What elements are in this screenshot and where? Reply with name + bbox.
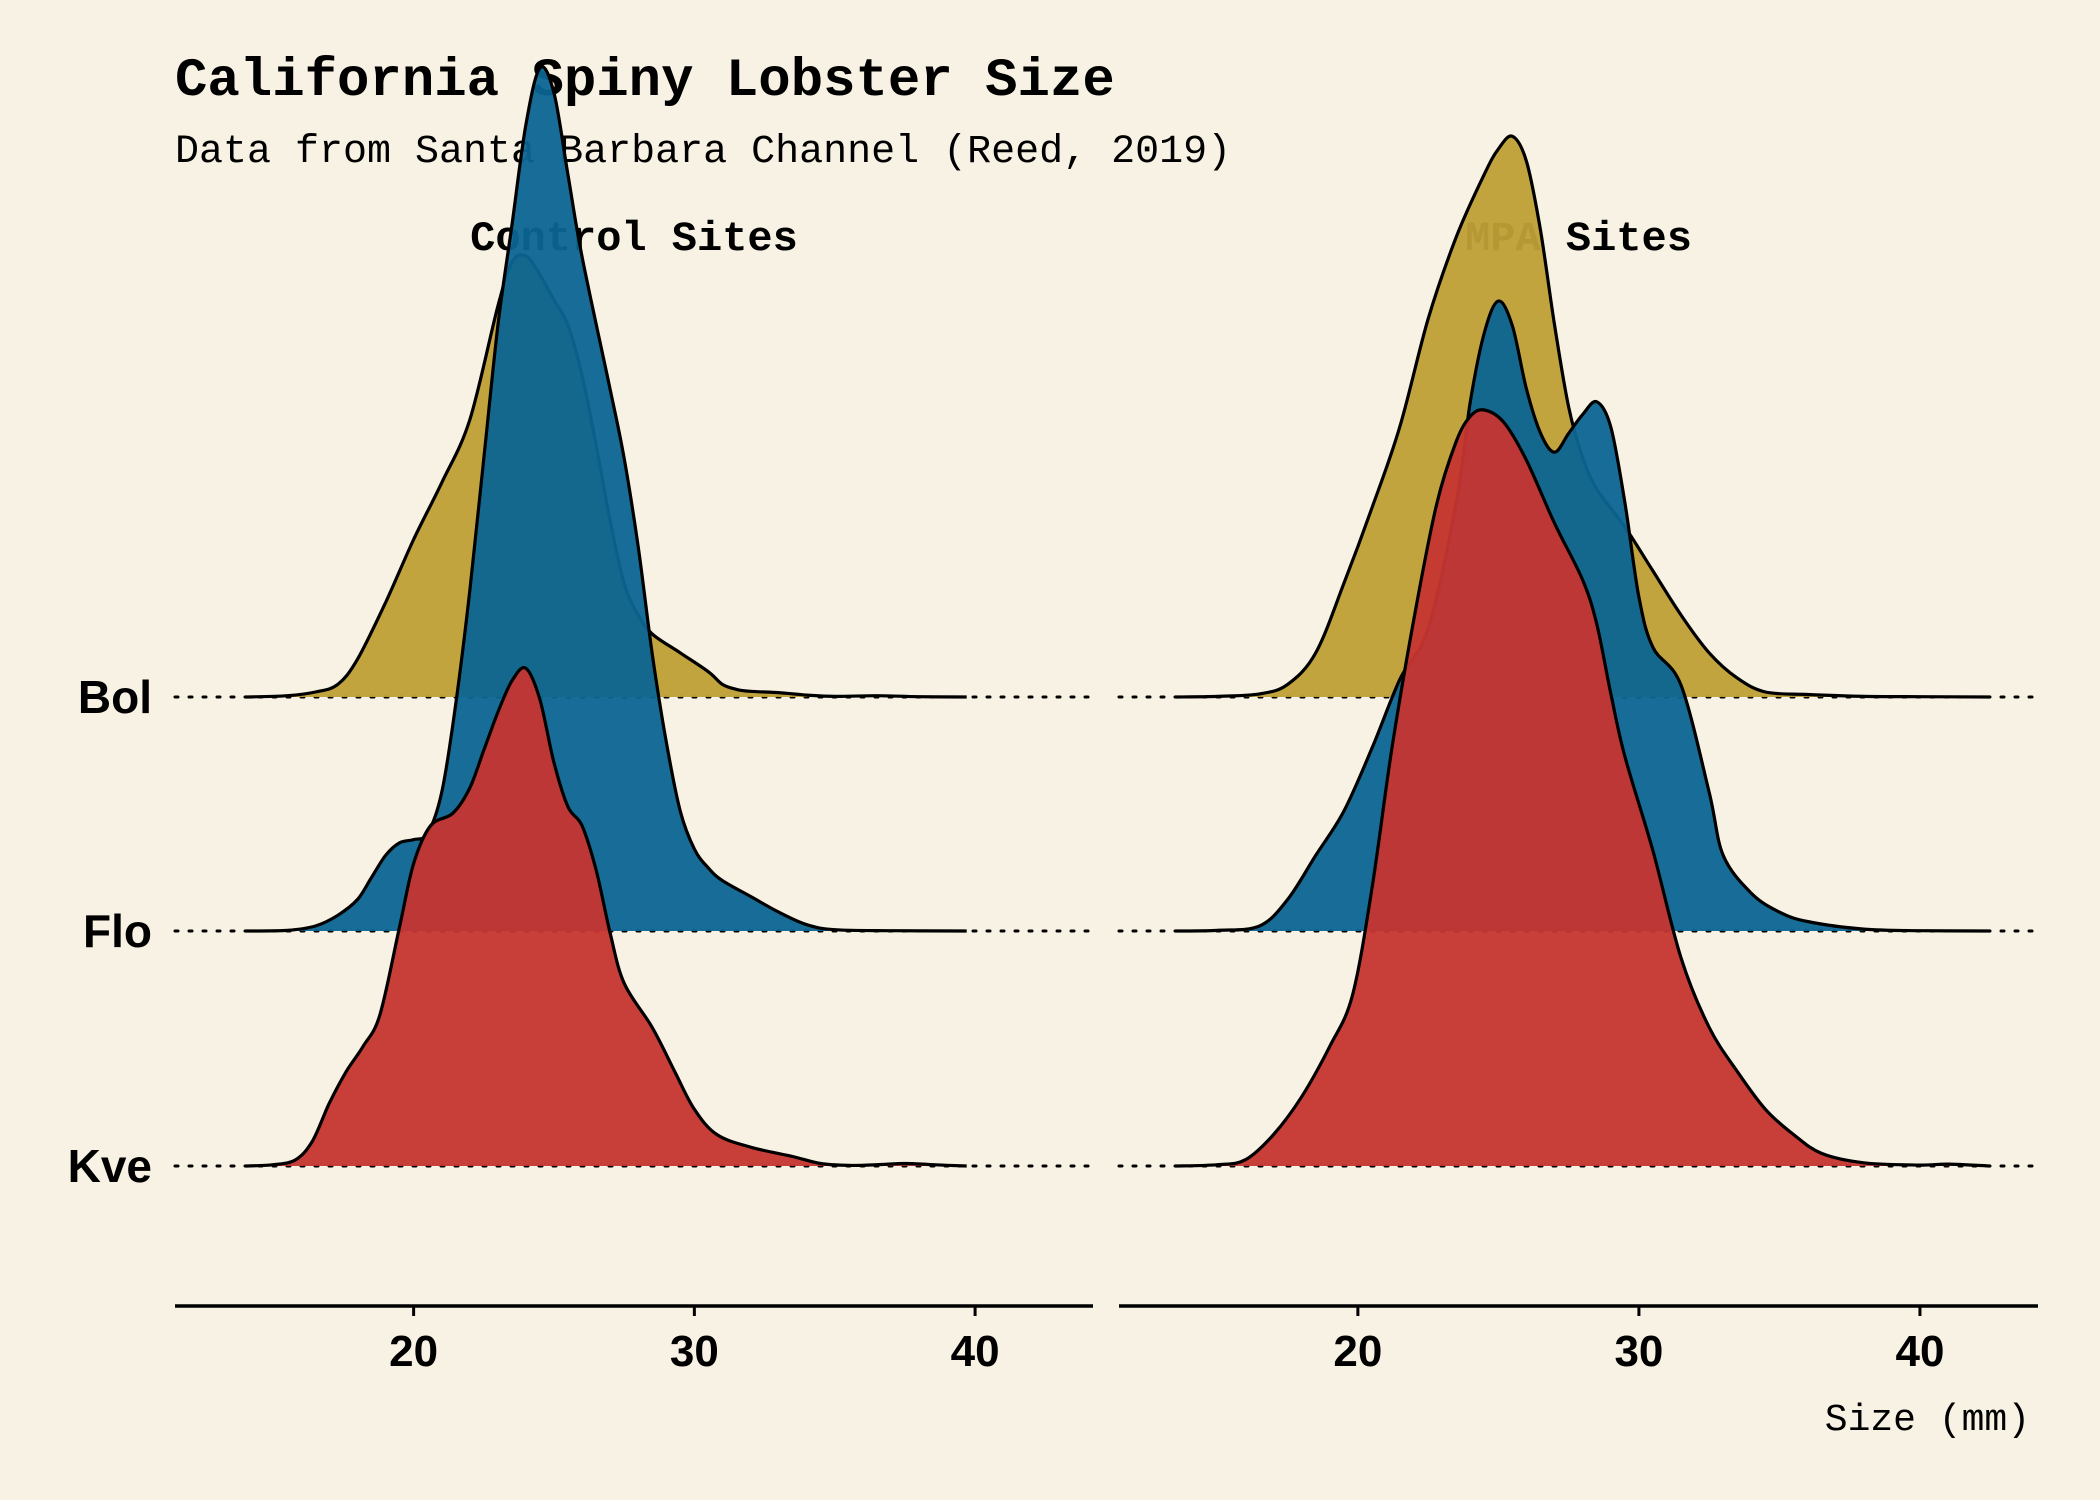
- y-label-flo: Flo: [83, 905, 152, 957]
- ridge-fill-bol: [245, 254, 967, 698]
- x-tick-label: 30: [670, 1327, 719, 1376]
- x-tick-label: 40: [951, 1327, 1000, 1376]
- ridge-fill-bol: [1175, 135, 1991, 697]
- x-tick-label: 20: [389, 1327, 438, 1376]
- y-axis-labels: Bol Flo Kve: [68, 671, 152, 1192]
- ridge-fill-flo: [245, 66, 967, 931]
- ridge-outline-flo: [245, 65, 967, 933]
- y-label-kve: Kve: [68, 1140, 152, 1192]
- chart-subtitle: Data from Santa Barbara Channel (Reed, 2…: [175, 130, 1231, 175]
- ridge-outline-bol: [1175, 134, 1991, 699]
- chart-title: California Spiny Lobster Size: [175, 51, 1115, 112]
- y-label-bol: Bol: [78, 671, 152, 723]
- x-tick-label: 40: [1895, 1327, 1944, 1376]
- x-tick-label: 20: [1333, 1327, 1382, 1376]
- ridge-outline-kve: [1175, 408, 1991, 1168]
- ridge-fill-kve: [1175, 409, 1991, 1166]
- x-axis-label: Size (mm): [1825, 1399, 2030, 1442]
- x-tick-label: 30: [1614, 1327, 1663, 1376]
- ridge-outline-kve: [245, 666, 967, 1168]
- ridge-outline-flo: [1175, 299, 1991, 933]
